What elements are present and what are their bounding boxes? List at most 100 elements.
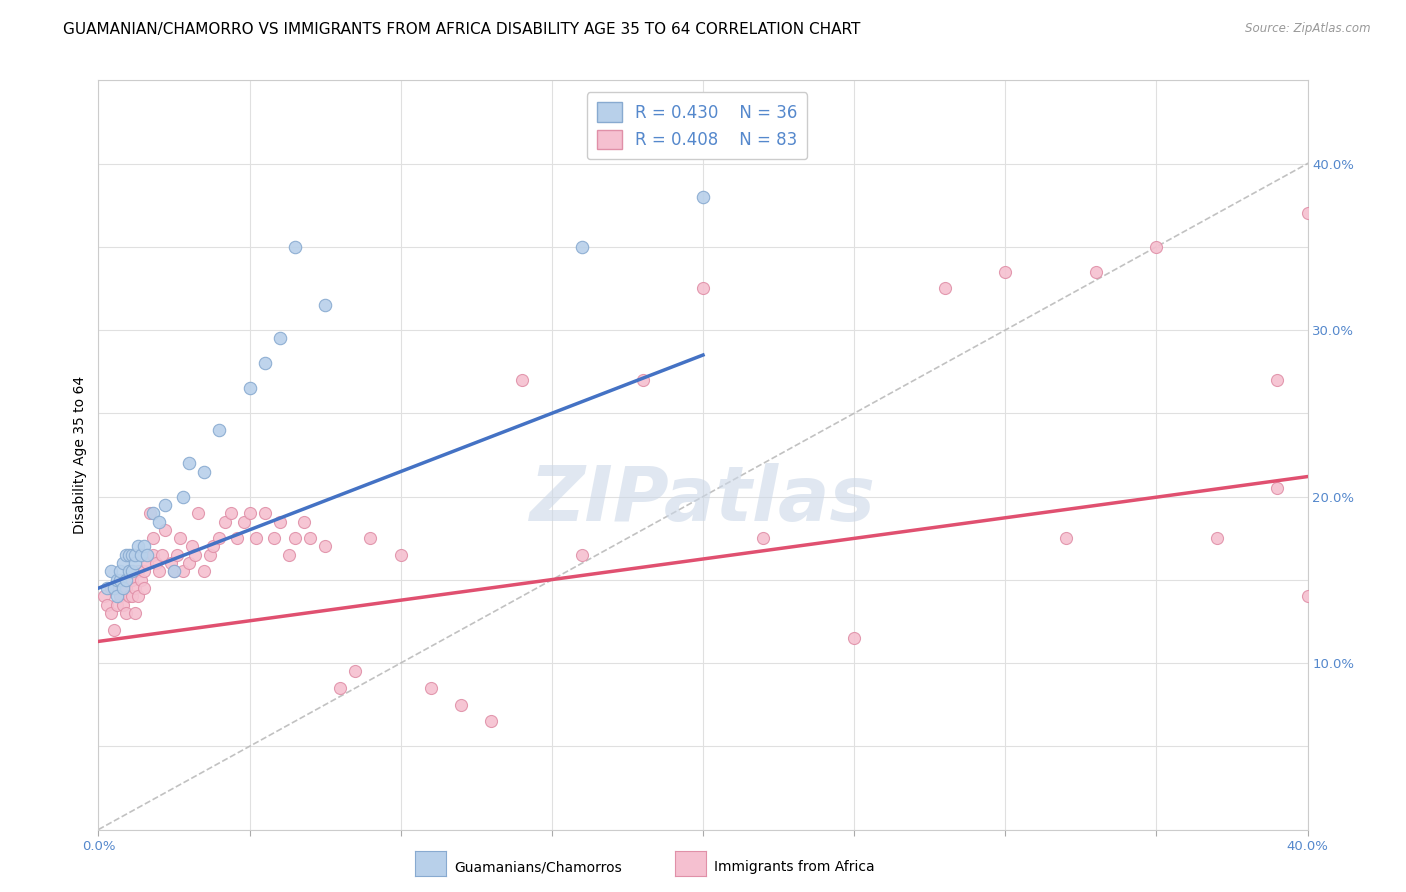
Point	[571, 240, 593, 254]
Point	[200, 548, 222, 562]
Point	[129, 573, 152, 587]
Point	[114, 581, 136, 595]
Point	[121, 573, 143, 587]
Point	[510, 373, 533, 387]
Point	[208, 531, 231, 545]
Point	[202, 540, 225, 554]
Text: Guamanians/Chamorros: Guamanians/Chamorros	[454, 860, 621, 874]
Point	[277, 548, 299, 562]
Point	[127, 565, 149, 579]
Point	[179, 556, 201, 570]
Point	[239, 381, 262, 395]
Point	[118, 590, 141, 604]
Point	[450, 698, 472, 712]
Point	[114, 548, 136, 562]
Point	[111, 556, 134, 570]
Point	[129, 548, 152, 562]
Point	[221, 506, 243, 520]
Point	[103, 581, 125, 595]
Point	[124, 548, 146, 562]
Point	[96, 581, 118, 595]
Point	[142, 506, 165, 520]
Point	[111, 581, 134, 595]
Text: ZIPatlas: ZIPatlas	[530, 463, 876, 537]
Point	[1144, 240, 1167, 254]
Point	[1054, 531, 1077, 545]
Point	[172, 565, 194, 579]
Point	[314, 540, 336, 554]
Point	[299, 531, 322, 545]
Point	[145, 556, 167, 570]
Point	[239, 506, 262, 520]
Point	[135, 556, 157, 570]
Point	[124, 581, 146, 595]
Point	[169, 531, 191, 545]
Point	[284, 531, 307, 545]
Point	[481, 714, 503, 729]
Point	[114, 573, 136, 587]
Point	[160, 556, 183, 570]
Point	[253, 506, 276, 520]
Point	[105, 590, 128, 604]
Point	[127, 540, 149, 554]
Point	[292, 515, 315, 529]
Point	[166, 548, 188, 562]
Point	[148, 515, 170, 529]
Point	[692, 190, 714, 204]
Point	[135, 548, 157, 562]
Point	[132, 540, 155, 554]
Point	[142, 548, 165, 562]
Point	[193, 565, 215, 579]
Point	[571, 548, 593, 562]
Point	[103, 623, 125, 637]
Point	[103, 581, 125, 595]
Point	[844, 631, 866, 645]
Point	[934, 281, 956, 295]
Point	[163, 565, 186, 579]
Point	[284, 240, 307, 254]
Point	[184, 548, 207, 562]
Point	[124, 606, 146, 620]
Point	[226, 531, 249, 545]
Point	[1296, 206, 1319, 220]
Point	[100, 565, 122, 579]
Point	[187, 506, 209, 520]
Point	[214, 515, 236, 529]
Point	[105, 581, 128, 595]
Point	[181, 540, 204, 554]
Point	[1085, 265, 1108, 279]
Point	[269, 331, 291, 345]
Text: Source: ZipAtlas.com: Source: ZipAtlas.com	[1246, 22, 1371, 36]
Point	[118, 573, 141, 587]
Point	[172, 490, 194, 504]
Point	[100, 606, 122, 620]
Point	[153, 523, 176, 537]
Point	[105, 598, 128, 612]
Point	[121, 548, 143, 562]
Point	[208, 423, 231, 437]
Point	[994, 265, 1017, 279]
Point	[108, 565, 131, 579]
Point	[121, 565, 143, 579]
Point	[360, 531, 382, 545]
Point	[139, 506, 162, 520]
Legend: R = 0.430    N = 36, R = 0.408    N = 83: R = 0.430 N = 36, R = 0.408 N = 83	[586, 93, 807, 159]
Point	[132, 581, 155, 595]
Point	[1267, 373, 1289, 387]
Point	[108, 590, 131, 604]
Point	[105, 573, 128, 587]
Point	[93, 590, 115, 604]
Point	[752, 531, 775, 545]
Point	[263, 531, 285, 545]
Point	[232, 515, 254, 529]
Point	[153, 498, 176, 512]
Point	[1296, 590, 1319, 604]
Point	[253, 356, 276, 370]
Point	[118, 565, 141, 579]
Point	[344, 665, 367, 679]
Point	[179, 456, 201, 470]
Point	[193, 465, 215, 479]
Point	[314, 298, 336, 312]
Point	[118, 548, 141, 562]
Point	[389, 548, 412, 562]
